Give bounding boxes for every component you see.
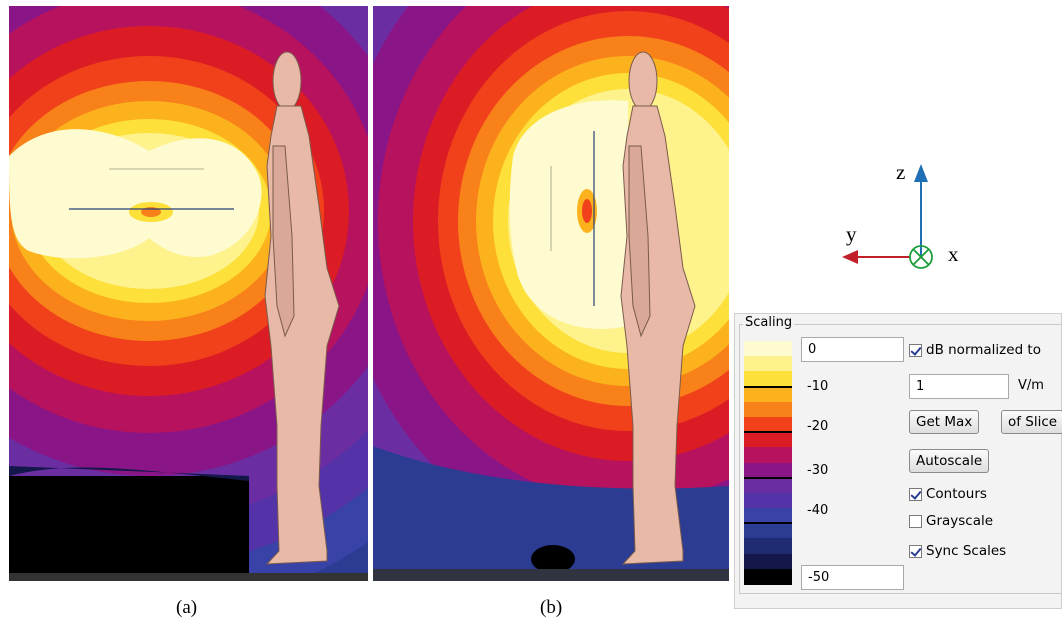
colorbar-band (744, 416, 792, 433)
colorbar-band (744, 508, 792, 524)
colorbar-contour-line (744, 385, 792, 388)
contours-label: Contours (926, 486, 987, 502)
min-value-input[interactable]: -50 (801, 565, 904, 590)
coordinate-axes: z y x (830, 152, 980, 282)
colorbar-band (744, 462, 792, 479)
field-plot-a (9, 6, 368, 581)
field-contour-plot-a (9, 6, 368, 581)
colorbar-band (744, 371, 792, 388)
colorbar-band (744, 523, 792, 539)
norm-unit-label: V/m (1018, 378, 1044, 393)
scaling-title: Scaling (743, 315, 795, 330)
human-body-model-b (620, 51, 696, 565)
colorbar-contour-line (744, 431, 792, 434)
colorbar-tick-label: -20 (807, 419, 829, 434)
checkbox-checked-icon[interactable] (909, 487, 922, 501)
x-into-page-icon (909, 245, 933, 269)
colorbar-tick-label: -30 (807, 463, 829, 478)
grayscale-checkbox[interactable]: Grayscale (909, 513, 993, 529)
colorbar-band (744, 568, 792, 585)
checkbox-checked-icon[interactable] (909, 343, 922, 357)
z-axis-label: z (896, 160, 906, 184)
caption-a: (a) (176, 597, 198, 618)
get-max-button[interactable]: Get Max (909, 410, 980, 434)
colorbar (744, 341, 792, 585)
field-contour-plot-b (373, 6, 729, 581)
y-axis-label: y (846, 222, 857, 246)
z-arrow-head-icon (914, 164, 928, 182)
autoscale-button[interactable]: Autoscale (909, 449, 990, 473)
colorbar-band (744, 477, 792, 494)
colorbar-band (744, 492, 792, 509)
sync-scales-label: Sync Scales (926, 543, 1007, 559)
checkbox-unchecked-icon[interactable] (909, 514, 922, 528)
colorbar-tick-label: -40 (807, 503, 829, 518)
normalization-value-input[interactable]: 1 (909, 374, 1009, 399)
db-normalized-checkbox[interactable]: dB normalized to (909, 342, 1041, 358)
x-axis-label: x (948, 242, 959, 266)
colorbar-band (744, 538, 792, 555)
colorbar-contour-line (744, 522, 792, 525)
human-body-model-a (264, 51, 340, 565)
scaling-panel: Scaling 0 -10 -20 -30 -40 -50 dB normali… (734, 313, 1062, 609)
y-arrow-head-icon (842, 250, 858, 264)
colorbar-band (744, 553, 792, 570)
colorbar-band (744, 341, 792, 357)
caption-b: (b) (540, 597, 563, 618)
colorbar-contour-line (744, 476, 792, 479)
sync-scales-checkbox[interactable]: Sync Scales (909, 543, 1006, 559)
field-plot-b (373, 6, 729, 581)
colorbar-band (744, 447, 792, 463)
grayscale-label: Grayscale (926, 513, 994, 529)
colorbar-band (744, 401, 792, 418)
of-slice-button[interactable]: of Slice (1001, 410, 1062, 434)
colorbar-band (744, 432, 792, 448)
scaling-groupbox (739, 324, 1062, 594)
checkbox-checked-icon[interactable] (909, 544, 922, 558)
max-value-input[interactable]: 0 (801, 337, 904, 362)
colorbar-band (744, 356, 792, 372)
colorbar-band (744, 386, 792, 403)
db-normalized-label: dB normalized to (926, 342, 1041, 358)
colorbar-tick-label: -10 (807, 379, 829, 394)
contours-checkbox[interactable]: Contours (909, 486, 987, 502)
